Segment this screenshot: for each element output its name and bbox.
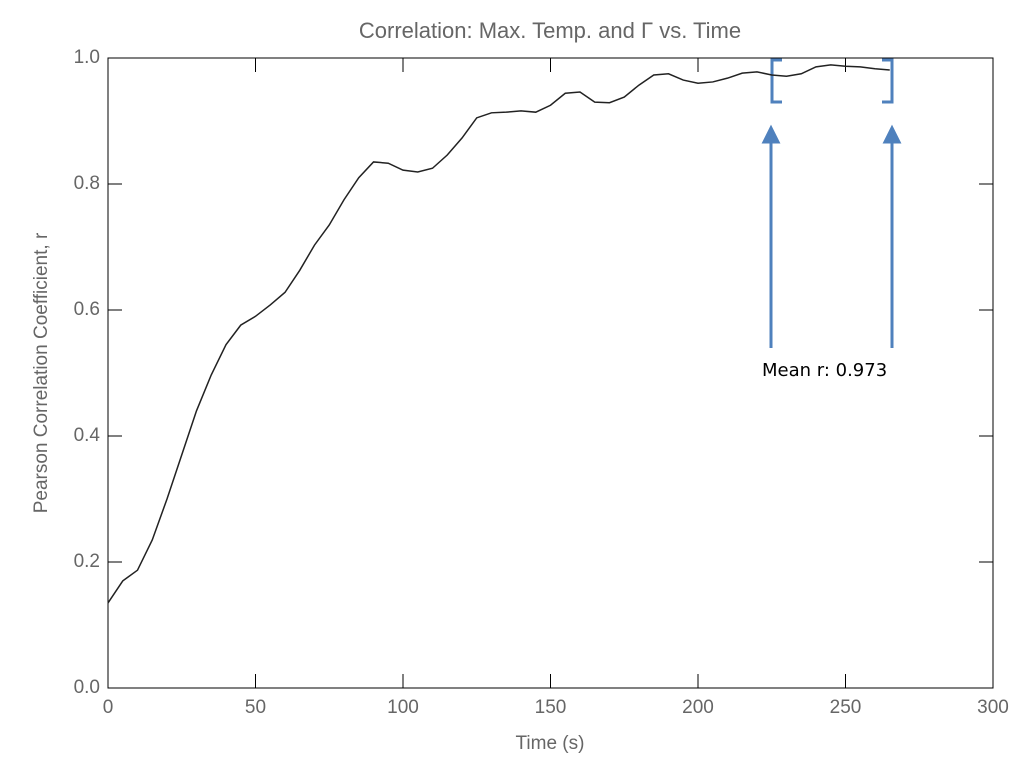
- x-tick-label: 100: [387, 697, 419, 718]
- x-tick-label: 0: [103, 697, 114, 718]
- x-axis-label: Time (s): [516, 733, 585, 754]
- y-tick-label: 0.8: [74, 173, 100, 194]
- x-tick-label: 250: [830, 697, 862, 718]
- y-tick-label: 0.0: [74, 677, 100, 698]
- y-tick-label: 0.2: [74, 551, 100, 572]
- x-tick-label: 200: [682, 697, 714, 718]
- x-tick-label: 300: [977, 697, 1009, 718]
- annotation: Mean r: 0.973: [762, 360, 887, 381]
- annotation-shapes: [761, 58, 902, 348]
- x-tick-label: 50: [245, 697, 266, 718]
- y-tick-label: 1.0: [74, 47, 100, 68]
- y-axis-label: Pearson Correlation Coefficient, r: [31, 232, 52, 513]
- arrow-head: [761, 124, 781, 144]
- arrow-head: [882, 124, 902, 144]
- y-tick-label: 0.6: [74, 299, 100, 320]
- x-tick-label: 150: [535, 697, 567, 718]
- bracket-left: [770, 58, 782, 104]
- y-tick-label: 0.4: [74, 425, 101, 446]
- chart-title: Correlation: Max. Temp. and Γ vs. Time: [359, 18, 741, 43]
- data-line: [107, 64, 890, 604]
- bracket-right: [882, 58, 894, 104]
